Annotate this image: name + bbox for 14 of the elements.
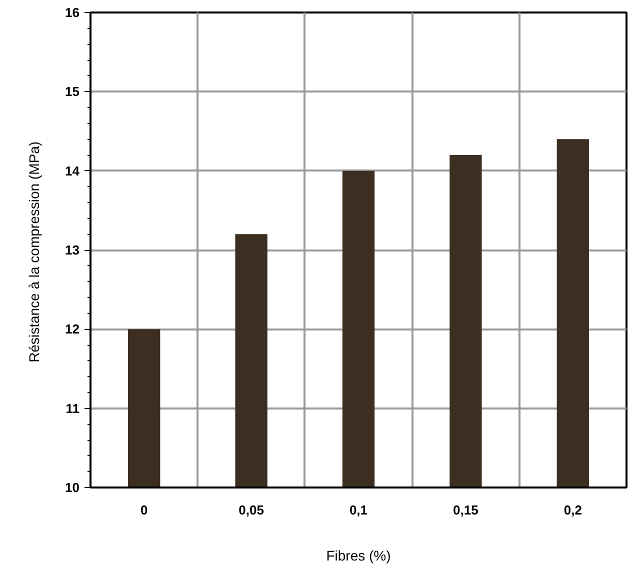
- y-tick-label: 11: [66, 400, 80, 416]
- y-tick-label: 13: [65, 242, 80, 258]
- x-tick-label: 0,15: [453, 502, 478, 518]
- y-tick-label: 15: [65, 84, 80, 100]
- y-axis-title: Résistance à la compression (MPa): [26, 141, 42, 362]
- x-tick-label: 0: [140, 502, 148, 518]
- y-tick-label: 16: [65, 5, 80, 20]
- x-axis-title: Fibres (%): [326, 548, 391, 564]
- x-tick-label: 0,1: [349, 502, 368, 518]
- y-tick-label: 10: [65, 480, 80, 495]
- x-tick-label: 0,2: [564, 502, 582, 518]
- y-tick-label: 12: [65, 322, 80, 337]
- x-tick-label: 0,05: [238, 502, 264, 518]
- y-tick-label: 14: [65, 163, 80, 178]
